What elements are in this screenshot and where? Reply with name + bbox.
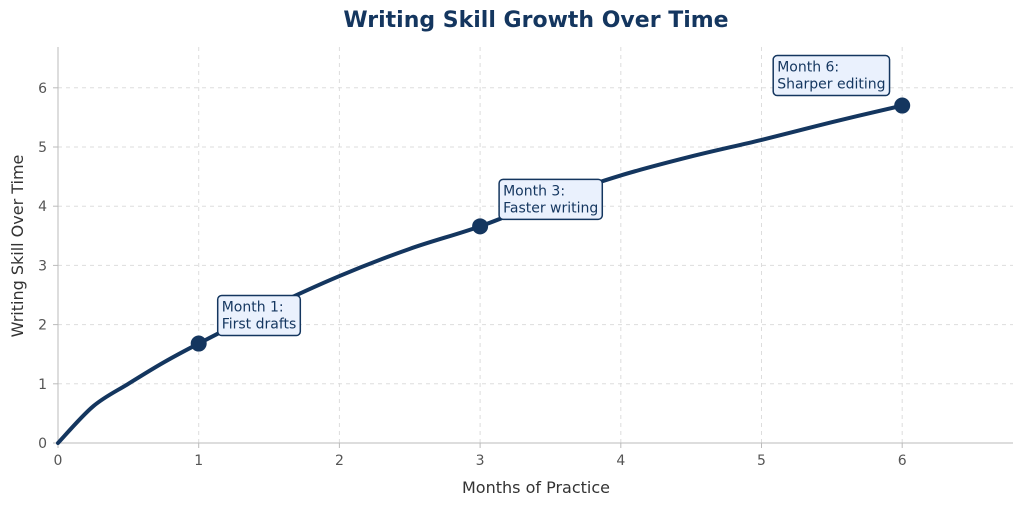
annotation-box: [772, 54, 891, 97]
annotation-text: Month 3:: [503, 183, 565, 199]
annotation: Month 3:Faster writing: [498, 178, 604, 221]
annotation-text: Sharper editing: [777, 77, 885, 93]
y-axis-label: Writing Skill Over Time: [8, 155, 27, 338]
y-tick-label: 5: [38, 140, 47, 156]
y-tick-label: 2: [38, 318, 47, 334]
x-tick-label: 6: [898, 453, 907, 469]
x-tick-label: 4: [616, 453, 625, 469]
y-tick-label: 0: [38, 436, 47, 452]
y-tick-label: 1: [38, 377, 47, 393]
x-tick-label: 5: [757, 453, 766, 469]
x-tick-label: 3: [476, 453, 485, 469]
annotation: Month 1:First drafts: [216, 294, 302, 337]
annotation-text: First drafts: [222, 317, 297, 333]
annotations-layer: Month 1:First drafts Month 3:Faster writi…: [216, 54, 891, 337]
data-point: [190, 335, 207, 352]
annotation-box: [498, 178, 604, 221]
axes: [57, 47, 1013, 444]
x-tick-label: 2: [335, 453, 344, 469]
x-tick-label: 0: [54, 453, 63, 469]
annotation: Month 6:Sharper editing: [772, 54, 891, 97]
chart-title: Writing Skill Growth Over Time: [343, 8, 728, 33]
y-tick-label: 6: [38, 81, 47, 97]
grid: [58, 47, 1013, 443]
series-line: [56, 103, 905, 445]
tick-labels: 0 1 2 3 4 5 6 0 1 2 3 4 5 6: [38, 81, 907, 469]
data-point: [894, 97, 911, 114]
y-tick-label: 4: [38, 199, 47, 215]
data-point: [472, 218, 489, 235]
x-axis-label: Months of Practice: [462, 478, 610, 497]
y-tick-label: 3: [38, 258, 47, 274]
annotation-text: Month 6:: [777, 60, 839, 76]
annotation-box: [216, 294, 302, 337]
series-layer: [56, 97, 911, 445]
annotation-text: Faster writing: [503, 200, 598, 216]
x-tick-label: 1: [194, 453, 203, 469]
annotation-text: Month 1:: [222, 300, 284, 316]
